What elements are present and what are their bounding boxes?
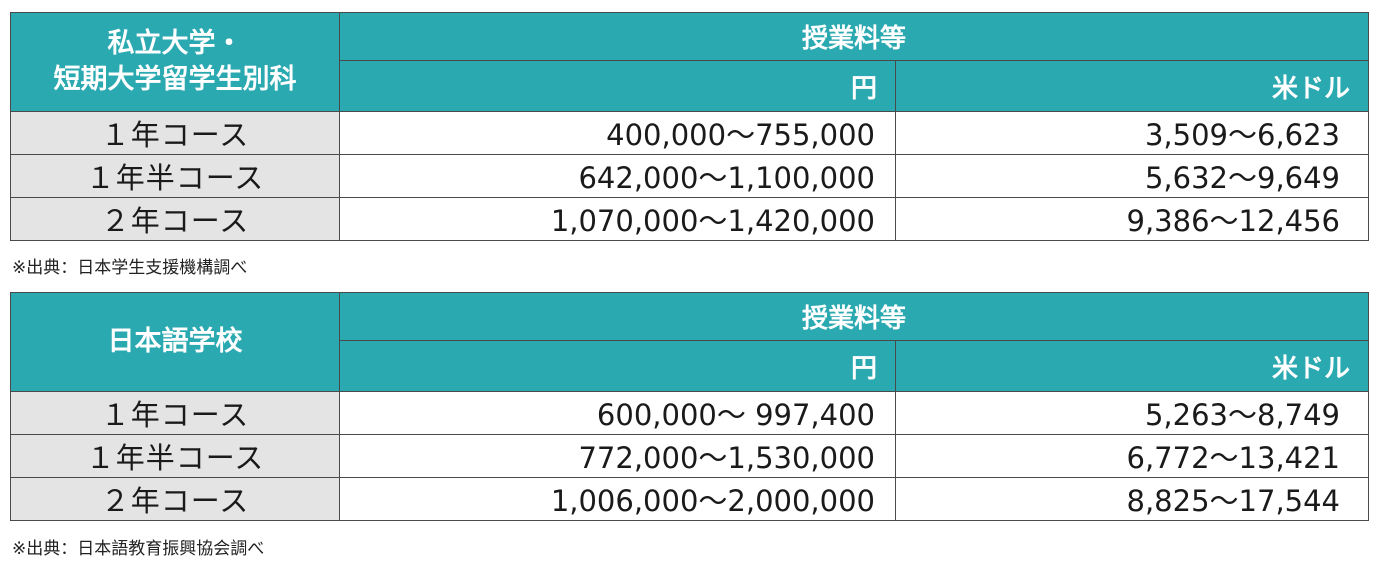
- unit-yen-header: 円: [339, 60, 896, 112]
- tuition-table-university: 私立大学・ 短期大学留学生別科 授業料等 円 米ドル １年コース 400,000…: [10, 12, 1370, 241]
- usd-value: 9,386～12,456: [894, 197, 1370, 241]
- yen-value: 600,000～ 997,400: [339, 391, 896, 435]
- tuition-group-header: 授業料等: [338, 12, 1370, 61]
- course-label: １年半コース: [10, 154, 340, 198]
- unit-usd-header: 米ドル: [894, 340, 1370, 392]
- table-row: ２年コース 1,006,000～2,000,000 8,825～17,544: [10, 477, 1370, 521]
- usd-value: 3,509～6,623: [894, 111, 1370, 155]
- usd-value: 8,825～17,544: [894, 477, 1370, 521]
- yen-value: 1,070,000～1,420,000: [339, 197, 896, 241]
- table-name-header: 私立大学・ 短期大学留学生別科: [10, 12, 340, 112]
- source-note: ※出典：日本学生支援機構調べ: [12, 258, 248, 278]
- usd-value: 5,263～8,749: [894, 391, 1370, 435]
- course-label: １年半コース: [10, 434, 340, 478]
- course-label: ２年コース: [10, 477, 340, 521]
- table-name-header: 日本語学校: [10, 292, 340, 392]
- usd-value: 5,632～9,649: [894, 154, 1370, 198]
- unit-usd-header: 米ドル: [894, 60, 1370, 112]
- table-row: １年半コース 642,000～1,100,000 5,632～9,649: [10, 154, 1370, 198]
- table-name-line1: 日本語学校: [107, 326, 243, 357]
- unit-yen-header: 円: [339, 340, 896, 392]
- yen-value: 642,000～1,100,000: [339, 154, 896, 198]
- table-row: １年コース 600,000～ 997,400 5,263～8,749: [10, 391, 1370, 435]
- usd-value: 6,772～13,421: [894, 434, 1370, 478]
- table-row: １年半コース 772,000～1,530,000 6,772～13,421: [10, 434, 1370, 478]
- table-row: ２年コース 1,070,000～1,420,000 9,386～12,456: [10, 197, 1370, 241]
- tuition-table-language-school: 日本語学校 授業料等 円 米ドル １年コース 600,000～ 997,400 …: [10, 292, 1370, 521]
- table-name-line2: 短期大学留学生別科: [53, 64, 297, 95]
- tuition-group-header: 授業料等: [338, 292, 1370, 341]
- course-label: １年コース: [10, 111, 340, 155]
- table-name-line1: 私立大学・: [107, 28, 243, 59]
- yen-value: 400,000～755,000: [339, 111, 896, 155]
- course-label: １年コース: [10, 391, 340, 435]
- yen-value: 772,000～1,530,000: [339, 434, 896, 478]
- yen-value: 1,006,000～2,000,000: [339, 477, 896, 521]
- source-note: ※出典：日本語教育振興協会調べ: [12, 539, 265, 559]
- table-row: １年コース 400,000～755,000 3,509～6,623: [10, 111, 1370, 155]
- course-label: ２年コース: [10, 197, 340, 241]
